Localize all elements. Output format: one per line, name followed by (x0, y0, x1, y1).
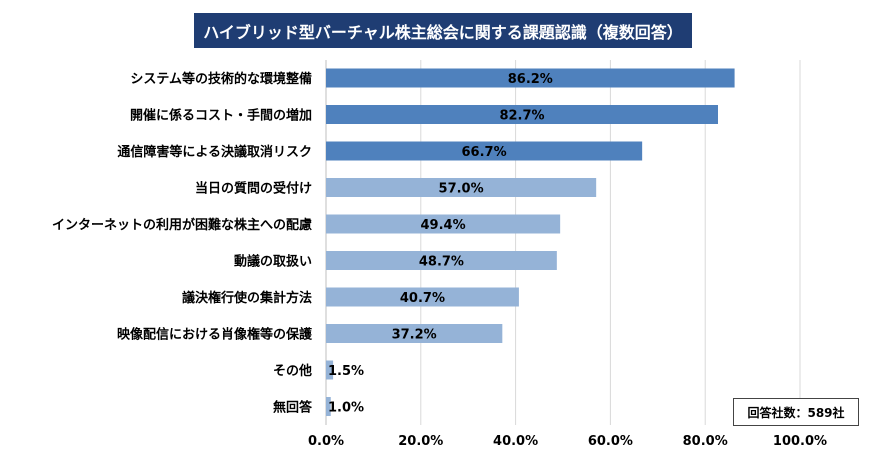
bar (326, 360, 334, 380)
value-label: 1.0% (328, 401, 364, 416)
bar (326, 251, 557, 270)
value-label: 57.0% (439, 182, 484, 197)
value-label: 49.4% (421, 218, 466, 233)
x-tick-label: 60.0% (588, 434, 633, 449)
x-tick-label: 80.0% (683, 434, 728, 449)
value-label: 82.7% (499, 109, 544, 124)
bar (326, 397, 331, 416)
bar (326, 105, 718, 124)
bar (326, 214, 561, 234)
category-label: 無回答 (273, 400, 313, 416)
bar (326, 178, 597, 197)
value-label: 86.2% (508, 72, 553, 87)
x-tick-label: 100.0% (773, 434, 827, 449)
category-label: 動議の取扱い (234, 254, 312, 270)
bar (326, 141, 643, 161)
value-label: 66.7% (462, 145, 507, 160)
bar (326, 324, 503, 343)
category-label: 通信障害等による決議取消リスク (117, 144, 312, 160)
value-labels: 86.2% 82.7% 66.7% 57.0% 49.4% 48.7% 40.7% 37.2%… (328, 72, 553, 416)
category-label: その他 (273, 363, 312, 379)
bar (326, 68, 735, 88)
category-label: システム等の技術的な環境整備 (130, 71, 312, 87)
value-label: 37.2% (392, 328, 437, 343)
category-label: 開催に係るコスト・手間の増加 (130, 108, 312, 124)
value-label: 48.7% (419, 255, 464, 270)
value-label: 40.7% (400, 291, 445, 306)
category-label: 議決権行使の集計方法 (182, 290, 312, 306)
value-label: 1.5% (328, 364, 364, 379)
chart-title: ハイブリッド型バーチャル株主総会に関する課題認識（複数回答） (194, 13, 692, 48)
x-tick-label: 40.0% (493, 434, 538, 449)
x-tick-labels: 0.0% 20.0% 40.0% 60.0% 80.0% 100.0% (308, 434, 827, 449)
respondent-count-note: 回答社数：589社 (733, 398, 859, 426)
category-labels: システム等の技術的な環境整備開催に係るコスト・手間の増加通信障害等による決議取消… (52, 71, 313, 416)
x-tick-label: 20.0% (398, 434, 443, 449)
x-tick-label: 0.0% (308, 434, 344, 449)
bars (326, 68, 735, 416)
category-label: 映像配信における肖像権等の保護 (117, 327, 313, 343)
category-label: インターネットの利用が困難な株主への配慮 (52, 217, 312, 233)
category-label: 当日の質問の受付け (195, 181, 312, 197)
bar (326, 287, 519, 307)
